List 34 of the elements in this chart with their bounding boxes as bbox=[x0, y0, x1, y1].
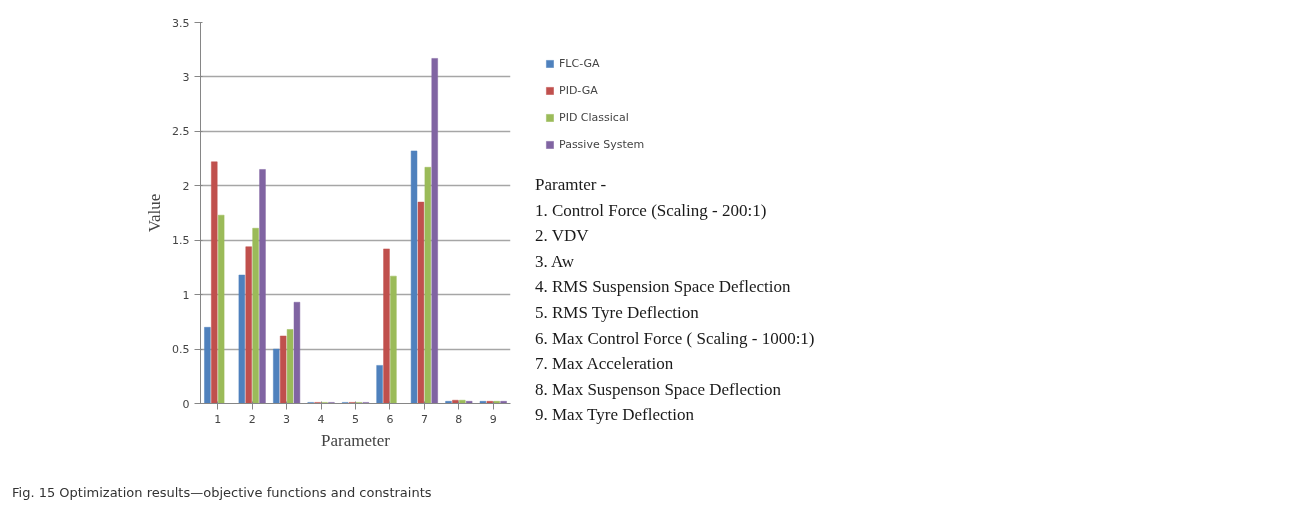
x-tick-label: 6 bbox=[386, 412, 394, 426]
y-tick-label: 0 bbox=[182, 397, 190, 411]
y-tick-label: 2 bbox=[182, 179, 190, 193]
y-tick-label: 3 bbox=[182, 70, 190, 84]
y-tick-label: 3.5 bbox=[172, 16, 190, 30]
text: 3. Aw bbox=[535, 251, 575, 271]
x-axis-title: Parameter bbox=[321, 430, 391, 450]
text: 1. Control Force (Scaling - 200:1) bbox=[535, 200, 767, 220]
text: 6. Max Control Force ( Scaling - 1000:1) bbox=[535, 328, 815, 348]
x-tick-label: 8 bbox=[455, 412, 463, 426]
y-tick-label: 0.5 bbox=[172, 343, 190, 357]
x-tick-label: 5 bbox=[352, 412, 359, 426]
text: 8. Max Suspenson Space Deflection bbox=[535, 379, 781, 399]
y-tick-label: 1.5 bbox=[172, 234, 190, 248]
y-axis-title: Value bbox=[145, 193, 165, 233]
text: 5. RMS Tyre Deflection bbox=[535, 302, 699, 322]
x-tick-label: 3 bbox=[283, 412, 291, 426]
text: 9. Max Tyre Deflection bbox=[535, 405, 695, 425]
legend-label: FLC-GA bbox=[559, 57, 600, 70]
y-tick-label: 1 bbox=[182, 288, 190, 302]
x-tick-label: 7 bbox=[420, 412, 428, 426]
text: 7. Max Acceleration bbox=[535, 354, 674, 374]
legend-label: PID-GA bbox=[559, 84, 598, 97]
legend-label: Passive System bbox=[559, 138, 645, 151]
legend-label: PID Classical bbox=[559, 111, 629, 124]
y-tick-label: 2.5 bbox=[172, 125, 190, 139]
caption: Fig. 15 Optimization results—objective functions and constraints bbox=[12, 484, 432, 502]
x-tick-label: 4 bbox=[317, 412, 325, 426]
text: 2. VDV bbox=[535, 226, 589, 246]
x-tick-label: 2 bbox=[248, 412, 256, 426]
text: Paramter - bbox=[535, 175, 607, 194]
x-tick-label: 1 bbox=[214, 412, 222, 426]
x-tick-label: 9 bbox=[489, 412, 497, 426]
text: 4. RMS Suspension Space Deflection bbox=[535, 277, 791, 297]
